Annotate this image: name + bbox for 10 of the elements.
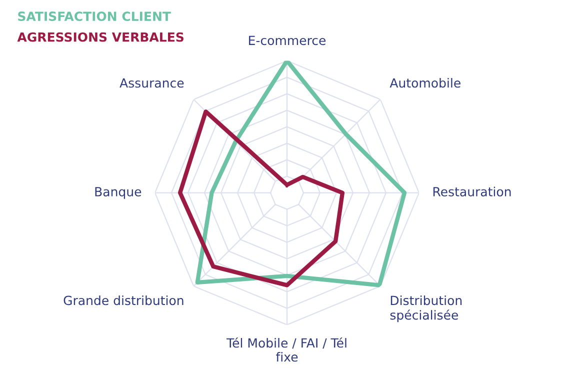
- spoke-label: E-commerce: [249, 36, 326, 46]
- spoke-label: Automobile: [390, 78, 460, 88]
- text: AGRESSIONS VERBALES: [17, 32, 184, 42]
- spoke-label: Restauration: [433, 186, 511, 196]
- spoke-label: Banque: [95, 187, 142, 199]
- spoke-label: Grande distribution: [64, 295, 184, 306]
- spoke-label: Tél Mobile / FAI / Tél fixe: [226, 338, 346, 362]
- spoke-label: Distribution spécialisée: [390, 295, 462, 322]
- text: SATISFACTION CLIENT: [18, 12, 171, 22]
- spoke-label: Assurance: [120, 78, 184, 88]
